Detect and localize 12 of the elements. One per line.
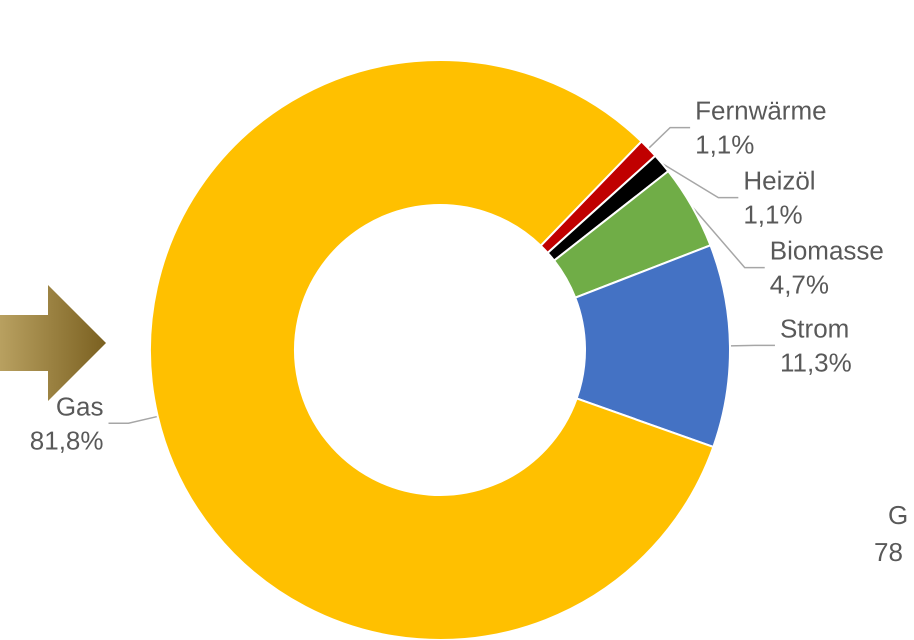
slice-label: Strom xyxy=(780,313,850,344)
data-label: 81,8% xyxy=(30,425,104,456)
data-label: 1,1% xyxy=(695,130,754,160)
data-label: 4,7% xyxy=(770,270,829,300)
slice-label: Heizöl xyxy=(743,166,816,196)
slice-label: Fernwärme xyxy=(695,96,827,126)
slice-label: Biomasse xyxy=(770,236,884,266)
data-label: 1,1% xyxy=(743,200,803,230)
slice-label: Gas xyxy=(56,391,104,422)
data-label: 11,3% xyxy=(780,347,852,378)
text: 78 xyxy=(874,537,903,568)
text: G xyxy=(888,500,908,531)
